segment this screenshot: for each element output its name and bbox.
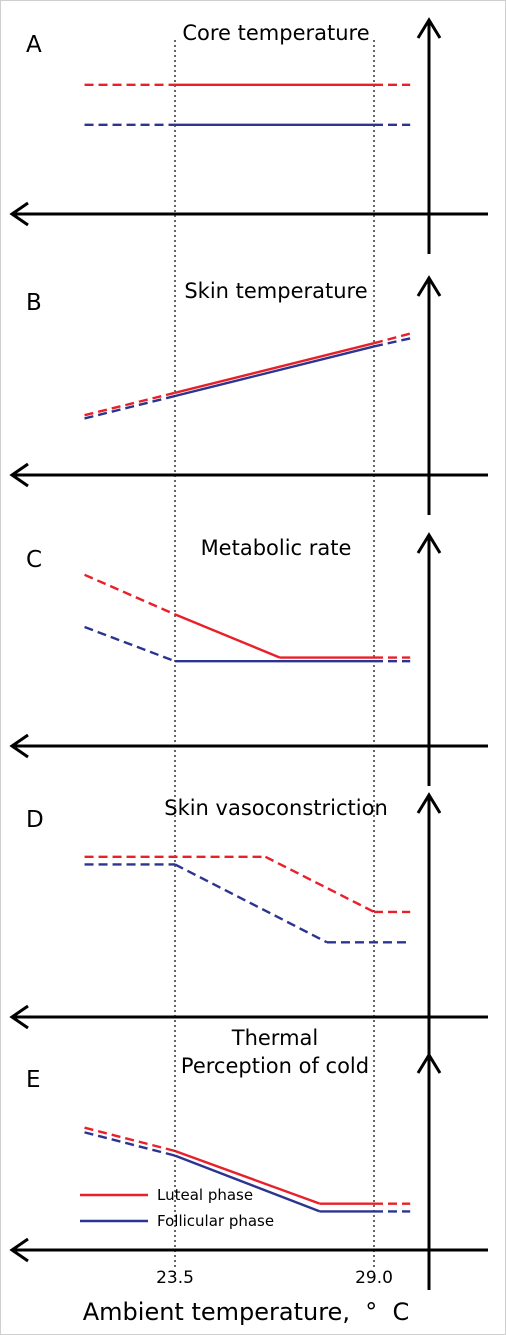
panel-title: Core temperature [182,21,369,45]
x-axis-arrow [9,201,29,227]
x-axis-arrow [9,733,29,759]
line-segment [174,1149,321,1205]
panel-c: C Metabolic rate [9,532,488,786]
line-segment [373,337,411,348]
legend-label: Follicular phase [157,1212,274,1230]
line-segment [84,394,176,420]
y-axis-arrow [416,792,442,814]
y-axis-arrow [416,275,442,297]
series-luteal [84,1126,411,1205]
y-axis-arrow [416,1052,442,1074]
panels: A Core temperature B Skin temperature C Metab… [9,17,488,1290]
panel-e: E Thermal Perception of cold Luteal phase Fo… [9,1026,488,1290]
series-follicular [84,863,411,944]
x-axis-labels: 23.5 29.0 Ambient temperature, ° C [83,1268,409,1326]
panel-a: A Core temperature [9,17,488,254]
series-follicular [84,1131,411,1213]
line-segment [174,342,375,394]
panel-d: D Skin vasoconstriction [9,792,488,1057]
line-segment [174,863,328,944]
panel-letter: C [26,547,42,573]
line-segment [84,573,176,616]
series-luteal [84,573,411,659]
line-segment [84,1126,176,1153]
x-axis-arrow [9,1004,29,1030]
line-segment [84,1131,176,1157]
panel-letter: E [26,1067,41,1093]
line-segment [174,345,375,398]
line-segment [373,332,411,345]
line-segment [174,613,281,659]
y-axis-arrow [416,532,442,554]
panel-b: B Skin temperature [9,275,488,515]
panel-title: Skin temperature [184,279,367,303]
panel-title: Thermal Perception of cold [181,1026,369,1078]
series-luteal [84,855,411,914]
line-segment [174,1154,321,1213]
line-segment [84,391,176,417]
panel-title: Metabolic rate [201,536,352,560]
line-segment [264,855,375,913]
panel-letter: B [26,290,42,316]
legend: Luteal phase Follicular phase [80,1186,274,1230]
line-segment [84,625,176,663]
panel-letter: D [26,807,44,833]
legend-label: Luteal phase [157,1186,253,1204]
x-axis-arrow [9,1237,29,1263]
series-follicular [84,625,411,663]
x-axis-arrow [9,462,29,488]
panel-title: Skin vasoconstriction [164,796,388,820]
panel-letter: A [26,32,42,58]
series-luteal [84,332,411,417]
y-axis-arrow [416,17,442,39]
x-axis-title: Ambient temperature, ° C [83,1298,409,1326]
series-follicular [84,337,411,420]
x-tick-23-5: 23.5 [156,1268,194,1288]
x-tick-29-0: 29.0 [355,1268,393,1288]
